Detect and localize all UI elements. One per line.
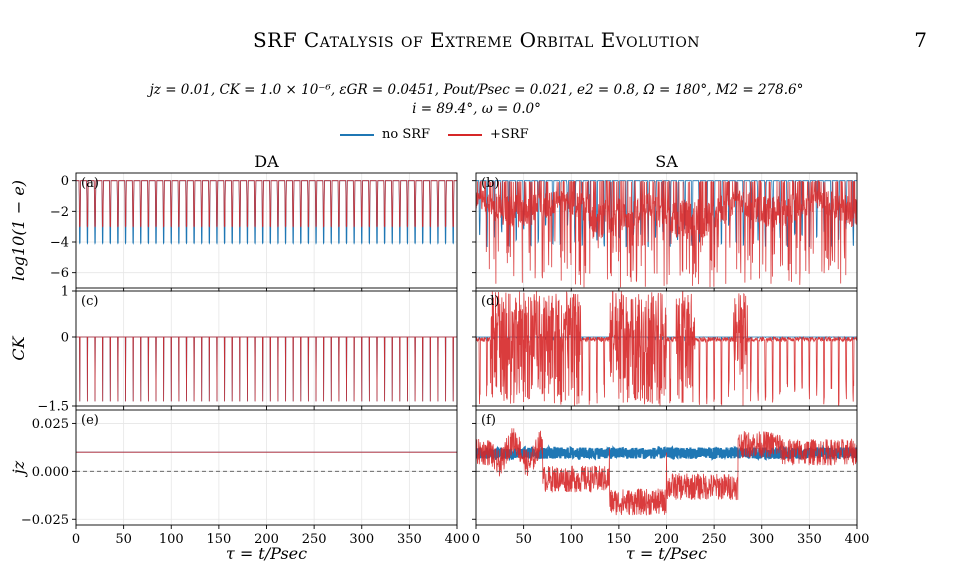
panel-c: 1 0 −1.5 (c) CK — [9, 285, 458, 415]
y-tick-label: −4 — [50, 236, 69, 251]
legend-swatch-srf — [448, 133, 483, 136]
panel-label: (a) — [81, 176, 99, 191]
data-layer — [76, 336, 457, 402]
legend-label-srf: +SRF — [490, 127, 529, 142]
x-tick-label: 300 — [349, 532, 374, 547]
x-tick-label: 150 — [606, 532, 631, 547]
parameter-line-2: i = 89.4°, ω = 0.0° — [412, 101, 541, 117]
x-tick-label: 250 — [702, 532, 727, 547]
series-line-srf — [476, 291, 857, 406]
x-tick-label: 350 — [797, 532, 822, 547]
y-tick-label: 0.025 — [32, 417, 69, 432]
panel-label: (e) — [81, 413, 99, 428]
y-tick-label: −6 — [50, 266, 69, 281]
y-tick-label: −0.025 — [21, 513, 69, 528]
parameter-line-1: jz = 0.01, CK = 1.0 × 10⁻⁶, εGR = 0.0451… — [149, 82, 804, 98]
y-tick-label: −2 — [50, 205, 69, 220]
column-title-sa: SA — [655, 152, 678, 171]
y-tick-label: 0 — [61, 331, 69, 346]
data-layer — [476, 291, 857, 406]
legend-item-srf: +SRF — [448, 127, 529, 142]
y-tick-label: 1 — [61, 285, 69, 300]
y-axis-label: jz — [9, 460, 28, 477]
data-layer — [76, 180, 457, 245]
legend-label-no-srf: no SRF — [382, 127, 431, 142]
x-tick-label: 50 — [515, 532, 532, 547]
x-axis-label: τ = t/Psec — [626, 544, 707, 563]
y-tick-label: 0.000 — [32, 465, 69, 480]
x-tick-label: 400 — [445, 532, 470, 547]
legend: no SRF +SRF — [340, 127, 529, 142]
x-tick-label: 350 — [397, 532, 422, 547]
panel-label: (b) — [481, 176, 499, 191]
series-line-srf — [476, 179, 857, 288]
x-tick-label: 400 — [845, 532, 870, 547]
y-tick-label: 0 — [61, 174, 69, 189]
x-tick-label: 100 — [559, 532, 584, 547]
y-axis-label: CK — [9, 335, 28, 360]
x-tick-label: 150 — [206, 532, 231, 547]
x-tick-label: 0 — [472, 532, 480, 547]
x-tick-label: 0 — [72, 532, 80, 547]
x-axis-label: τ = t/Psec — [226, 544, 307, 563]
x-tick-label: 50 — [115, 532, 132, 547]
y-axis-label: log10(1 − e) — [9, 180, 28, 281]
x-tick-label: 300 — [749, 532, 774, 547]
x-tick-label: 100 — [159, 532, 184, 547]
panel-a: 0 −2 −4 −6 (a) log10(1 − e) — [9, 172, 458, 292]
series-line-srf — [76, 180, 457, 228]
panel-b: (b) — [472, 172, 858, 292]
x-tick-label: 200 — [654, 532, 679, 547]
data-layer — [476, 179, 857, 288]
panel-label: (c) — [81, 294, 98, 309]
page-number: 7 — [914, 28, 927, 52]
running-title: SRF Catalysis of Extreme Orbital Evoluti… — [252, 28, 701, 52]
page-header: SRF Catalysis of Extreme Orbital Evoluti… — [0, 0, 953, 60]
x-tick-label: 200 — [254, 532, 279, 547]
data-layer — [476, 428, 857, 516]
series-line-srf — [476, 428, 857, 516]
x-tick-label: 250 — [302, 532, 327, 547]
series-line-srf — [76, 336, 457, 402]
legend-swatch-no-srf — [340, 133, 374, 136]
panel-f: 0 50 100 150 200 250 300 350 400 (f) — [472, 409, 870, 547]
panel-d: (d) — [472, 290, 858, 410]
legend-item-no-srf: no SRF — [340, 127, 430, 142]
panel-label: (f) — [481, 413, 496, 428]
y-tick-label: −1.5 — [37, 400, 69, 415]
column-title-da: DA — [254, 152, 279, 171]
panel-label: (d) — [481, 294, 499, 309]
